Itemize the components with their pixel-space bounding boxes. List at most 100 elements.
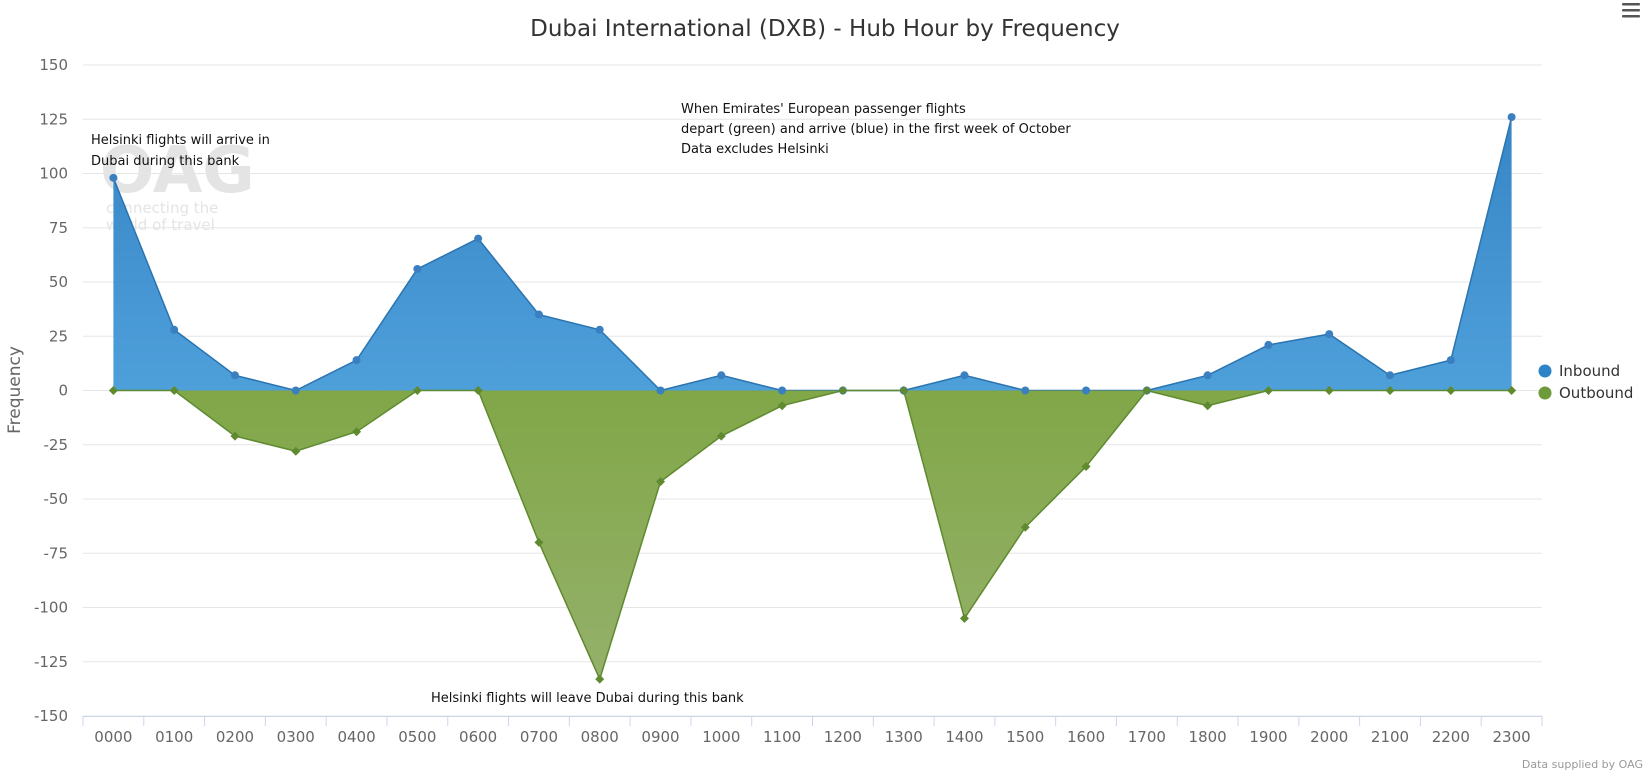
annotation-leave-line-1: Helsinki flights will leave Dubai during…: [431, 691, 744, 706]
point-inbound: [595, 325, 604, 334]
annotation-leave: Helsinki flights will leave Dubai during…: [431, 691, 744, 706]
point-outbound: [595, 674, 605, 684]
point-inbound: [1082, 386, 1091, 395]
y-tick-label: 50: [49, 273, 68, 291]
line-outbound: [113, 389, 1512, 682]
x-tick-label: 0600: [459, 728, 497, 746]
x-tick-label: 1600: [1067, 728, 1105, 746]
annotation-arrive-line-1: Helsinki flights will arrive in: [91, 133, 270, 148]
legend: Inbound Outbound: [1538, 362, 1634, 402]
legend-outbound-swatch: [1538, 386, 1552, 400]
y-tick-label: 125: [39, 110, 68, 128]
point-inbound: [960, 371, 969, 380]
menu-icon[interactable]: [1622, 3, 1640, 18]
x-tick-label: 1100: [763, 728, 801, 746]
point-outbound: [108, 386, 118, 395]
x-tick-label: 0900: [641, 728, 679, 746]
point-inbound: [170, 325, 179, 334]
x-axis: 0000 0100 0200 0300 0400 0500 0600 0700 0800 0900…: [82, 716, 1543, 746]
x-tick-label: 2100: [1371, 728, 1409, 746]
x-tick-label: 0400: [337, 728, 375, 746]
point-inbound: [291, 386, 300, 395]
point-inbound: [1386, 371, 1395, 380]
y-tick-label: 0: [58, 382, 68, 400]
point-outbound: [899, 386, 909, 395]
x-tick-label: 1700: [1128, 728, 1166, 746]
x-tick-label: 0500: [398, 728, 436, 746]
y-tick-label: -75: [44, 544, 69, 562]
point-inbound: [1264, 340, 1273, 349]
x-tick-label: 1800: [1189, 728, 1227, 746]
point-outbound: [169, 386, 179, 395]
x-tick-label: 0800: [581, 728, 619, 746]
y-axis: 150 125 100 75 50 25 0 -25 -50 -75 -100 -125 -150: [34, 56, 68, 725]
y-tick-label: -100: [34, 599, 68, 617]
point-inbound: [717, 371, 726, 380]
legend-item-inbound[interactable]: Inbound: [1538, 362, 1621, 380]
point-outbound: [1020, 522, 1030, 532]
point-outbound: [1081, 461, 1091, 471]
point-outbound: [716, 431, 726, 441]
point-inbound: [534, 310, 543, 319]
y-tick-label: -125: [34, 653, 68, 671]
x-tick-label: 0200: [216, 728, 254, 746]
point-inbound: [413, 264, 422, 273]
x-tick-label: 1200: [824, 728, 862, 746]
point-outbound: [291, 446, 301, 456]
point-outbound: [1203, 401, 1213, 411]
x-tick-label: 2000: [1310, 728, 1348, 746]
point-inbound: [1203, 371, 1212, 380]
area-outbound: [113, 390, 1512, 680]
series-areas: [112, 116, 1513, 682]
x-tick-label: 1500: [1006, 728, 1044, 746]
y-tick-label: 25: [49, 327, 68, 345]
x-tick-label: 1300: [885, 728, 923, 746]
y-tick-label: 75: [49, 219, 68, 237]
y-tick-label: -25: [44, 436, 69, 454]
point-inbound: [1325, 330, 1334, 339]
y-tick-label: 100: [39, 165, 68, 183]
annotation-description-line-1: When Emirates' European passenger flight…: [681, 102, 966, 117]
x-tick-label: 0700: [520, 728, 558, 746]
legend-inbound-label: Inbound: [1559, 362, 1620, 380]
point-outbound: [1142, 386, 1152, 395]
point-outbound: [230, 431, 240, 441]
legend-item-outbound[interactable]: Outbound: [1538, 384, 1634, 402]
y-axis-title: Frequency: [5, 346, 25, 434]
point-inbound: [474, 234, 483, 243]
annotation-arrive: Helsinki flights will arrive in Dubai du…: [91, 133, 270, 169]
annotation-description: When Emirates' European passenger flight…: [681, 102, 1071, 157]
point-outbound: [1446, 386, 1456, 395]
x-tick-label: 2200: [1432, 728, 1470, 746]
y-tick-label: -50: [44, 490, 69, 508]
point-outbound: [777, 401, 787, 411]
point-outbound: [1385, 386, 1395, 395]
point-outbound: [656, 477, 666, 487]
point-inbound: [1446, 356, 1455, 365]
watermark-logo: OAG: [100, 134, 255, 208]
point-outbound: [959, 613, 969, 623]
x-tick-label: 0100: [155, 728, 193, 746]
point-inbound: [352, 356, 361, 365]
x-tick-label: 1000: [702, 728, 740, 746]
point-outbound: [1263, 386, 1273, 395]
point-inbound: [778, 386, 787, 395]
annotation-arrive-line-2: Dubai during this bank: [91, 154, 240, 169]
x-tick-label: 1900: [1249, 728, 1287, 746]
point-inbound: [109, 173, 118, 182]
point-outbound: [352, 427, 362, 437]
annotation-description-line-2: depart (green) and arrive (blue) in the …: [681, 122, 1071, 137]
point-inbound: [230, 371, 239, 380]
legend-outbound-label: Outbound: [1559, 384, 1633, 402]
point-outbound: [1507, 386, 1517, 395]
point-outbound: [534, 537, 544, 547]
annotation-description-line-3: Data excludes Helsinki: [681, 142, 829, 157]
point-outbound: [412, 386, 422, 395]
oag-watermark: OAG connecting the world of travel: [100, 134, 255, 234]
x-tick-label: 2300: [1493, 728, 1531, 746]
point-inbound: [1021, 386, 1030, 395]
x-tick-label: 0000: [94, 728, 132, 746]
y-tick-label: -150: [34, 707, 68, 725]
x-tick-label: 1400: [945, 728, 983, 746]
